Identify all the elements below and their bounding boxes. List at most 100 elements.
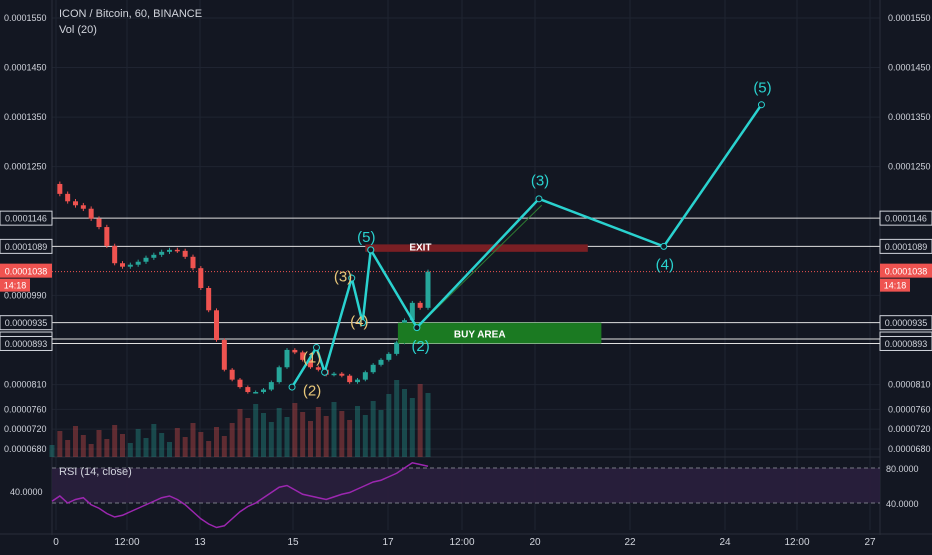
- volume-bar: [253, 404, 259, 457]
- volume-bar: [190, 423, 196, 457]
- candle-body: [417, 302, 423, 308]
- y-tick-label-left: 0.0000990: [4, 290, 47, 300]
- volume-bar: [96, 430, 102, 457]
- candle-body: [409, 302, 415, 321]
- exit-label: EXIT: [409, 242, 431, 253]
- volume-bar: [276, 408, 282, 457]
- wave-old-label: (4): [350, 314, 368, 331]
- y-tick-label-left: 0.0000810: [4, 380, 47, 390]
- volume-bar: [386, 394, 392, 457]
- candle-body: [300, 352, 306, 360]
- level-label: 0.0000935: [5, 318, 48, 328]
- wave-projection-point: [413, 324, 421, 332]
- candle-body: [104, 227, 110, 246]
- level-label-box: [879, 210, 932, 226]
- wave-projection-label: (3): [531, 172, 549, 189]
- wave-projection-point: [757, 101, 765, 109]
- candle-body: [284, 349, 290, 368]
- volume-bar: [65, 440, 71, 457]
- volume-bar: [417, 384, 423, 457]
- rise-arrow: [419, 204, 543, 326]
- volume-bar: [268, 422, 274, 457]
- rsi-axis-label-left: 40.0000: [10, 487, 43, 497]
- volume-bar: [88, 444, 94, 457]
- candle-body: [308, 359, 313, 368]
- candle-body: [347, 375, 353, 383]
- buy-zone: [397, 322, 602, 344]
- candle-body: [339, 373, 345, 376]
- volume-bar: [339, 411, 345, 457]
- candle-body: [214, 310, 219, 341]
- y-tick-label-right: 0.0000720: [888, 424, 931, 434]
- volume-bar: [292, 403, 298, 457]
- candle-body: [292, 349, 298, 353]
- volume-bar: [57, 431, 63, 457]
- level-label: 0.0001089: [885, 242, 928, 252]
- candle-body: [65, 193, 71, 202]
- candle-body: [112, 245, 118, 264]
- level-label: 0.0000893: [885, 339, 928, 349]
- level-label: 0.0001146: [5, 214, 47, 224]
- y-tick-label-right: 0.0001350: [888, 112, 931, 122]
- wave-projection-point: [535, 195, 543, 203]
- volume-legend: Vol (20): [59, 24, 97, 36]
- volume-bar: [237, 409, 243, 457]
- x-tick-label: 12:00: [449, 537, 474, 548]
- wave-old-point: [348, 274, 356, 282]
- wave-projection-label: (5): [753, 79, 771, 96]
- wave-old-point: [321, 368, 329, 376]
- y-tick-label-left: 0.0000720: [4, 424, 47, 434]
- volume-bar: [214, 427, 219, 457]
- candle-body: [261, 389, 266, 393]
- y-tick-label-right: 0.0000810: [888, 380, 931, 390]
- volume-bar: [308, 421, 313, 457]
- x-tick-label: 24: [719, 537, 731, 548]
- candle-body: [237, 379, 243, 388]
- volume-bar: [245, 418, 251, 457]
- candle-body: [198, 268, 204, 288]
- volume-bar: [347, 420, 353, 457]
- y-tick-label-left: 0.0000680: [4, 444, 47, 454]
- volume-bar: [120, 434, 125, 457]
- wave-projection-point: [660, 242, 668, 250]
- volume-bar: [315, 407, 321, 457]
- exit-zone: [365, 244, 588, 252]
- candle-body: [276, 367, 282, 383]
- current-price-box: [880, 263, 932, 278]
- volume-bar: [300, 412, 306, 457]
- x-tick-label: 0: [53, 537, 59, 548]
- volume-bar: [104, 439, 110, 457]
- wave-projection-point: [367, 246, 375, 254]
- volume-bar: [362, 415, 368, 457]
- y-tick-label-left: 0.0001350: [4, 112, 47, 122]
- x-tick-label: 15: [287, 537, 299, 548]
- candle-body: [127, 264, 133, 267]
- candle-body: [57, 183, 63, 194]
- x-tick-label: 12:00: [114, 537, 139, 548]
- candle-body: [151, 254, 157, 258]
- rsi-axis-label: 80.0000: [886, 464, 919, 474]
- wave-old-label: (1): [303, 349, 321, 366]
- volume-bar: [229, 423, 235, 457]
- buy-area-label: BUY AREA: [454, 330, 506, 341]
- volume-bar: [323, 416, 329, 457]
- current-price-label: 0.0001038: [5, 267, 48, 277]
- level-label-box: [879, 315, 932, 331]
- volume-bar: [284, 417, 290, 457]
- volume-bar: [167, 442, 172, 457]
- level-label: 0.0001146: [885, 214, 927, 224]
- level-label-box: [0, 210, 53, 226]
- volume-bar: [159, 433, 165, 457]
- y-tick-label-left: 0.0001550: [4, 13, 47, 23]
- volume-bar: [355, 406, 360, 457]
- volume-bar: [151, 424, 157, 457]
- level-label-box: [0, 238, 53, 254]
- volume-bar: [127, 443, 133, 457]
- rsi-band: [52, 468, 880, 503]
- candle-body: [394, 342, 400, 354]
- x-tick-label: 22: [624, 537, 636, 548]
- wave-old-label: (3): [334, 269, 352, 286]
- volume-bar: [135, 429, 141, 457]
